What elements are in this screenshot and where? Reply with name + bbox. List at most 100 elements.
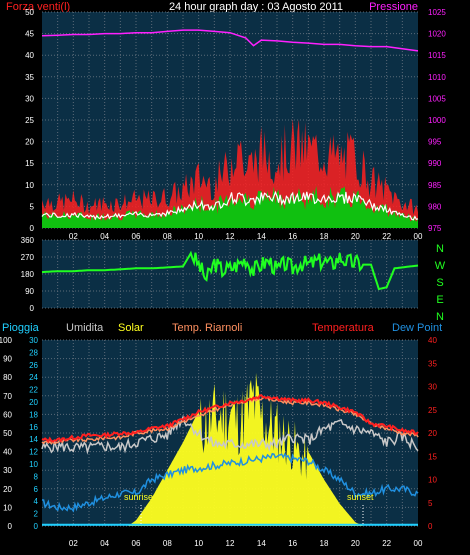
pressure-tick-label: 980 bbox=[428, 202, 442, 211]
chart-title: 24 hour graph day : 03 Agosto 2011 bbox=[169, 1, 343, 13]
pressure-tick-label: 995 bbox=[428, 138, 442, 147]
wind-tick-label: 25 bbox=[25, 116, 34, 125]
wind-tick-label: 50 bbox=[25, 8, 34, 17]
temperature-tick-label: 10 bbox=[428, 476, 437, 485]
x-tick-label: 08 bbox=[163, 539, 172, 548]
legend-feels: Temp. Riarnoli bbox=[172, 322, 242, 334]
temperature-tick-label: 30 bbox=[428, 383, 437, 392]
legend-dew: Dew Point bbox=[392, 322, 442, 334]
temperature-tick-label: 25 bbox=[428, 406, 437, 415]
x-tick-label: 02 bbox=[69, 232, 78, 241]
x-tick-label: 12 bbox=[226, 539, 235, 548]
wind-direction-line bbox=[41, 250, 419, 291]
solar-area bbox=[128, 372, 364, 526]
pressure-axis-label: Pressione bbox=[369, 1, 418, 13]
direction-tick-label: 0 bbox=[30, 304, 35, 313]
rain-tick-label: 14 bbox=[29, 435, 38, 444]
rain-tick-label: 6 bbox=[34, 485, 39, 494]
humidity-tick-label: 20 bbox=[3, 485, 12, 494]
x-tick-label: 22 bbox=[382, 232, 391, 241]
legend-rain: Pioggia bbox=[2, 322, 40, 334]
compass-label: N bbox=[436, 243, 444, 255]
wind-series-area bbox=[42, 118, 418, 228]
x-tick-label: 04 bbox=[100, 232, 109, 241]
wind-tick-label: 10 bbox=[25, 181, 34, 190]
pressure-tick-label: 1010 bbox=[428, 73, 446, 82]
wind-average-line bbox=[41, 190, 419, 221]
humidity-tick-label: 100 bbox=[0, 336, 13, 345]
rain-tick-label: 26 bbox=[29, 361, 38, 370]
legend-temp: Temperatura bbox=[312, 322, 375, 334]
wind-tick-label: 45 bbox=[25, 30, 34, 39]
pressure-tick-label: 1000 bbox=[428, 116, 446, 125]
humidity-tick-label: 70 bbox=[3, 392, 12, 401]
pressure-tick-label: 1020 bbox=[428, 30, 446, 39]
compass-label: W bbox=[435, 260, 446, 272]
rain-tick-label: 2 bbox=[34, 510, 39, 519]
rain-tick-label: 10 bbox=[29, 460, 38, 469]
x-tick-label: 06 bbox=[132, 539, 141, 548]
wind-average-area bbox=[42, 185, 418, 228]
rain-tick-label: 8 bbox=[34, 472, 39, 481]
rain-tick-label: 12 bbox=[29, 448, 38, 457]
x-tick-label: 16 bbox=[288, 232, 297, 241]
x-tick-label: 02 bbox=[69, 539, 78, 548]
rain-tick-label: 30 bbox=[29, 336, 38, 345]
sunset-label: sunset bbox=[347, 492, 374, 502]
wind-tick-label: 0 bbox=[30, 224, 35, 233]
rain-tick-label: 16 bbox=[29, 423, 38, 432]
compass-label: S bbox=[436, 277, 443, 289]
humidity-tick-label: 40 bbox=[3, 448, 12, 457]
direction-tick-label: 90 bbox=[25, 287, 34, 296]
rain-tick-label: 0 bbox=[34, 522, 39, 531]
humidity-tick-label: 0 bbox=[8, 522, 13, 531]
direction-tick-label: 360 bbox=[21, 236, 35, 245]
rain-tick-label: 28 bbox=[29, 348, 38, 357]
temperature-tick-label: 40 bbox=[428, 336, 437, 345]
sunrise-label: sunrise bbox=[124, 492, 153, 502]
compass-label: N bbox=[436, 311, 444, 323]
x-tick-label: 20 bbox=[351, 232, 360, 241]
rain-tick-label: 22 bbox=[29, 386, 38, 395]
humidity-tick-label: 30 bbox=[3, 466, 12, 475]
wind-axis-label: Forza venti(l) bbox=[6, 1, 70, 13]
x-tick-label: 14 bbox=[257, 232, 266, 241]
x-tick-label: 08 bbox=[163, 232, 172, 241]
pressure-tick-label: 1005 bbox=[428, 94, 446, 103]
humidity-tick-label: 60 bbox=[3, 410, 12, 419]
x-tick-label: 20 bbox=[351, 539, 360, 548]
x-tick-label: 18 bbox=[320, 539, 329, 548]
pressure-line bbox=[41, 29, 419, 52]
pressure-tick-label: 990 bbox=[428, 159, 442, 168]
dew-point-line bbox=[41, 452, 419, 513]
x-tick-label: 10 bbox=[194, 539, 203, 548]
pressure-tick-label: 1015 bbox=[428, 51, 446, 60]
x-tick-label: 10 bbox=[194, 232, 203, 241]
direction-tick-label: 270 bbox=[21, 253, 35, 262]
rain-tick-label: 20 bbox=[29, 398, 38, 407]
wind-tick-label: 20 bbox=[25, 138, 34, 147]
temperature-line bbox=[41, 394, 419, 444]
humidity-tick-label: 10 bbox=[3, 503, 12, 512]
x-tick-label: 16 bbox=[288, 539, 297, 548]
temperature-tick-label: 20 bbox=[428, 429, 437, 438]
x-tick-label: 04 bbox=[100, 539, 109, 548]
x-tick-label: 18 bbox=[320, 232, 329, 241]
temperature-tick-label: 5 bbox=[428, 499, 433, 508]
rain-tick-label: 4 bbox=[34, 497, 39, 506]
x-tick-label: 14 bbox=[257, 539, 266, 548]
humidity-tick-label: 50 bbox=[3, 429, 12, 438]
direction-tick-label: 180 bbox=[21, 270, 35, 279]
x-tick-label: 22 bbox=[382, 539, 391, 548]
pressure-tick-label: 985 bbox=[428, 181, 442, 190]
wind-tick-label: 35 bbox=[25, 73, 34, 82]
x-tick-label: 00 bbox=[414, 539, 423, 548]
rain-tick-label: 24 bbox=[29, 373, 38, 382]
temperature-tick-label: 0 bbox=[428, 522, 433, 531]
rain-tick-label: 18 bbox=[29, 410, 38, 419]
wind-tick-label: 15 bbox=[25, 159, 34, 168]
compass-label: E bbox=[436, 294, 443, 306]
x-tick-label: 12 bbox=[226, 232, 235, 241]
